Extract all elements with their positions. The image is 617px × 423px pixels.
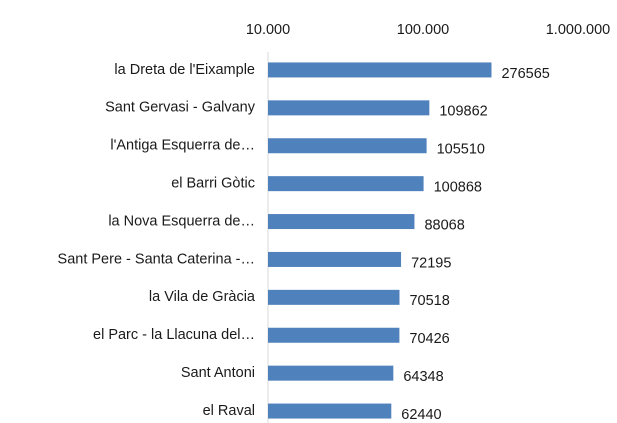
bar	[268, 176, 424, 192]
y-tick-label: la Nova Esquerra de…	[108, 213, 255, 229]
value-label: 105510	[437, 142, 485, 158]
y-tick-label: Sant Gervasi - Galvany	[105, 100, 256, 116]
bar	[268, 289, 400, 305]
x-tick-label: 100.000	[397, 22, 449, 38]
bar	[268, 138, 427, 154]
value-label: 70426	[409, 331, 449, 347]
bar	[268, 214, 415, 230]
bar	[268, 100, 430, 116]
value-label: 64348	[403, 369, 443, 385]
y-tick-label: la Dreta de l'Eixample	[114, 62, 255, 78]
y-tick-label: Sant Pere - Santa Caterina -…	[58, 251, 255, 267]
bar	[268, 327, 400, 343]
bar	[268, 403, 392, 419]
x-tick-label: 1.000.000	[546, 22, 611, 38]
y-tick-label: l'Antiga Esquerra de…	[110, 138, 255, 154]
value-label: 100868	[434, 179, 482, 195]
value-label: 72195	[411, 255, 451, 271]
x-tick-label: 10.000	[246, 22, 290, 38]
value-label: 70518	[409, 293, 449, 309]
bar	[268, 365, 394, 381]
y-tick-label: el Barri Gòtic	[171, 175, 255, 191]
value-label: 88068	[424, 217, 464, 233]
y-tick-label: la Vila de Gràcia	[149, 289, 256, 305]
bar	[268, 251, 402, 267]
bar	[268, 62, 492, 78]
y-tick-label: Sant Antoni	[181, 365, 255, 381]
y-tick-label: el Parc - la Llacuna del…	[93, 327, 255, 343]
value-label: 276565	[501, 66, 549, 82]
value-label: 109862	[439, 104, 487, 120]
value-label: 62440	[401, 407, 441, 423]
y-tick-label: el Raval	[203, 403, 255, 419]
